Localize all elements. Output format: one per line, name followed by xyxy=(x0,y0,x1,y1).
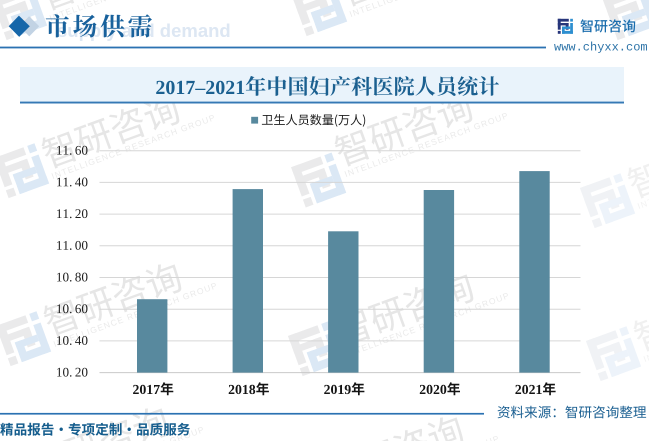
svg-text:www.chyxx.com: www.chyxx.com xyxy=(554,41,648,55)
svg-text:INTELLIGENCE RESEARCH GROUP: INTELLIGENCE RESEARCH GROUP xyxy=(343,110,510,179)
svg-text:INTELLIGENCE RESEARCH GROUP: INTELLIGENCE RESEARCH GROUP xyxy=(348,0,515,19)
svg-text:INTELLIGENCE RESEARCH GROUP: INTELLIGENCE RESEARCH GROUP xyxy=(50,112,217,181)
svg-text:INTELLIGENCE RESEARCH GROUP: INTELLIGENCE RESEARCH GROUP xyxy=(52,280,219,349)
